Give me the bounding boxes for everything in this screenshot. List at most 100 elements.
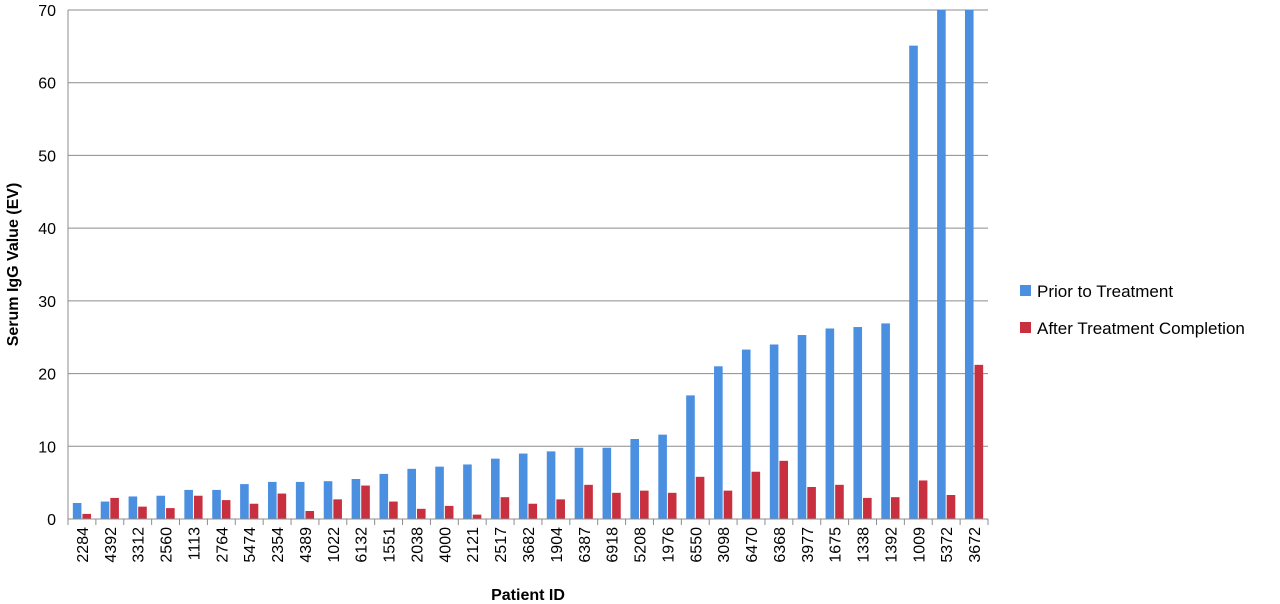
y-axis-tick-labels: 0 10 20 30 40 50 60 70 (38, 3, 56, 529)
bar-prior-to-treatment (797, 335, 807, 519)
bar-prior-to-treatment (630, 439, 640, 519)
x-tick-label: 1675 (828, 527, 845, 563)
bar-after-treatment (444, 505, 454, 519)
bar-prior-to-treatment (853, 327, 863, 519)
x-tick-label: 1976 (660, 527, 677, 563)
bar-after-treatment (361, 485, 370, 519)
x-tick-label: 2764 (214, 527, 231, 563)
x-tick-label: 1022 (326, 527, 343, 563)
x-tick-label: 6387 (577, 527, 594, 563)
bar-prior-to-treatment (463, 464, 472, 519)
bar-after-treatment (974, 364, 984, 519)
x-tick-label: 1113 (186, 527, 203, 560)
bar-prior-to-treatment (909, 45, 918, 519)
bar-prior-to-treatment (184, 489, 193, 519)
legend: Prior to Treatment After Treatment Compl… (1020, 282, 1245, 338)
bar-after-treatment (110, 497, 119, 519)
x-tick-label: 1338 (856, 527, 873, 563)
bar-prior-to-treatment (351, 479, 361, 519)
bar-prior-to-treatment (602, 447, 612, 519)
bar-prior-to-treatment (379, 473, 389, 519)
x-tick-label: 1392 (883, 527, 900, 563)
x-tick-label: 5208 (633, 527, 650, 563)
bar-after-treatment (723, 490, 733, 519)
x-tick-label: 6470 (744, 527, 761, 563)
bar-after-treatment (556, 499, 565, 519)
bar-after-treatment (249, 503, 259, 519)
bar-prior-to-treatment (574, 447, 584, 519)
bar-after-treatment (472, 514, 482, 519)
x-tick-label: 2121 (465, 527, 482, 563)
bar-prior-to-treatment (686, 395, 695, 519)
x-tick-label: 3682 (521, 527, 538, 563)
x-tick-label: 1904 (549, 527, 566, 563)
bar-after-treatment (667, 492, 677, 519)
bar-prior-to-treatment (240, 484, 249, 519)
bar-prior-to-treatment (407, 468, 416, 519)
bar-prior-to-treatment (128, 496, 138, 519)
bar-after-treatment (166, 508, 175, 519)
bar-after-treatment (751, 471, 761, 519)
x-tick-label: 4392 (103, 527, 120, 563)
bar-after-treatment (193, 495, 203, 519)
bar-after-treatment (863, 497, 872, 519)
y-tick-label: 40 (38, 221, 56, 238)
x-tick-label: 5372 (939, 527, 956, 563)
legend-label-prior: Prior to Treatment (1037, 282, 1173, 301)
bar-after-treatment (890, 497, 900, 519)
x-tick-label: 6918 (605, 527, 622, 563)
y-tick-label: 70 (38, 3, 56, 20)
x-tick-label: 6368 (772, 527, 789, 563)
legend-swatch-prior (1020, 285, 1031, 296)
x-axis-tick-labels: 2284 4392 3312 2560 1113 2764 5474 2354 4389 1022… (67, 519, 989, 563)
y-tick-label: 10 (38, 439, 56, 456)
y-tick-label: 60 (38, 76, 56, 93)
y-tick-label: 0 (47, 512, 56, 529)
bar-after-treatment (82, 513, 92, 519)
bar-after-treatment (500, 497, 510, 519)
bar-after-treatment (612, 492, 621, 519)
bar-after-treatment (528, 503, 538, 519)
x-tick-label: 2517 (493, 527, 510, 563)
bar-prior-to-treatment (825, 328, 835, 519)
bar-after-treatment (946, 495, 956, 519)
x-axis-title: Patient ID (491, 587, 565, 604)
y-axis-title: Serum IgG Value (EV) (5, 183, 22, 347)
y-tick-label: 50 (38, 148, 56, 165)
bars (72, 10, 984, 519)
bar-after-treatment (918, 480, 928, 519)
bar-after-treatment (333, 499, 342, 519)
bar-prior-to-treatment (714, 366, 723, 519)
x-tick-label: 1009 (911, 527, 928, 563)
x-tick-label: 3672 (967, 527, 984, 563)
bar-after-treatment (584, 484, 593, 519)
bar-after-treatment (305, 511, 315, 519)
bar-after-treatment (416, 508, 426, 519)
bar-prior-to-treatment (546, 451, 556, 519)
bar-prior-to-treatment (156, 495, 166, 519)
bar-prior-to-treatment (881, 323, 890, 519)
x-tick-label: 2560 (159, 527, 176, 563)
legend-swatch-after (1020, 322, 1031, 333)
bar-prior-to-treatment (658, 434, 667, 519)
bar-prior-to-treatment (212, 489, 221, 519)
x-tick-label: 3977 (800, 527, 817, 563)
bar-after-treatment (277, 493, 287, 519)
x-tick-label: 4000 (437, 527, 454, 563)
bar-after-treatment (640, 490, 649, 519)
bar-after-treatment (695, 476, 705, 519)
x-tick-label: 5474 (242, 527, 259, 563)
bar-prior-to-treatment (267, 481, 277, 519)
x-tick-label: 6550 (688, 527, 705, 563)
bar-prior-to-treatment (72, 503, 82, 519)
y-tick-label: 20 (38, 367, 56, 384)
y-tick-label: 30 (38, 294, 56, 311)
bar-prior-to-treatment (741, 349, 751, 519)
bar-prior-to-treatment (769, 344, 779, 519)
bar-after-treatment (221, 500, 231, 519)
bar-prior-to-treatment (964, 10, 974, 519)
x-tick-label: 2284 (75, 527, 92, 563)
x-tick-label: 4389 (298, 527, 315, 563)
bar-after-treatment (138, 506, 147, 519)
